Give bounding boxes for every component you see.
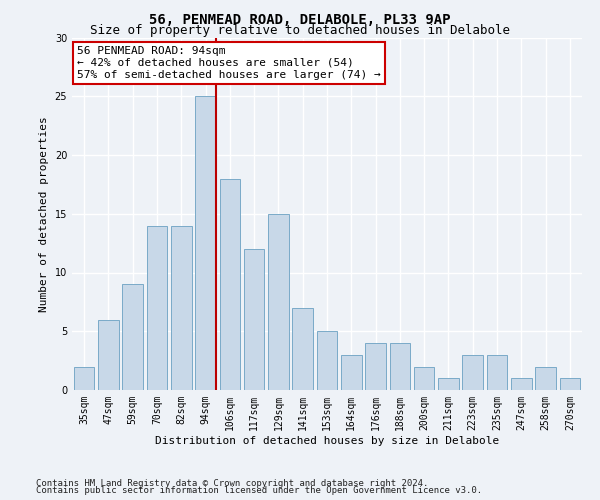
Bar xyxy=(171,226,191,390)
Bar xyxy=(414,366,434,390)
Bar xyxy=(535,366,556,390)
Text: 56 PENMEAD ROAD: 94sqm
← 42% of detached houses are smaller (54)
57% of semi-det: 56 PENMEAD ROAD: 94sqm ← 42% of detached… xyxy=(77,46,381,80)
Bar xyxy=(463,355,483,390)
Bar xyxy=(487,355,508,390)
Bar xyxy=(292,308,313,390)
Bar xyxy=(341,355,362,390)
Bar xyxy=(74,366,94,390)
Bar xyxy=(122,284,143,390)
Bar xyxy=(438,378,459,390)
Bar xyxy=(195,96,216,390)
Y-axis label: Number of detached properties: Number of detached properties xyxy=(39,116,49,312)
Bar xyxy=(220,178,240,390)
Bar xyxy=(268,214,289,390)
Text: Contains HM Land Registry data © Crown copyright and database right 2024.: Contains HM Land Registry data © Crown c… xyxy=(36,478,428,488)
Text: Contains public sector information licensed under the Open Government Licence v3: Contains public sector information licen… xyxy=(36,486,482,495)
X-axis label: Distribution of detached houses by size in Delabole: Distribution of detached houses by size … xyxy=(155,436,499,446)
Bar xyxy=(146,226,167,390)
Bar xyxy=(389,343,410,390)
Bar xyxy=(317,331,337,390)
Text: Size of property relative to detached houses in Delabole: Size of property relative to detached ho… xyxy=(90,24,510,37)
Bar xyxy=(98,320,119,390)
Bar xyxy=(511,378,532,390)
Bar xyxy=(244,249,265,390)
Text: 56, PENMEAD ROAD, DELABOLE, PL33 9AP: 56, PENMEAD ROAD, DELABOLE, PL33 9AP xyxy=(149,12,451,26)
Bar xyxy=(365,343,386,390)
Bar xyxy=(560,378,580,390)
